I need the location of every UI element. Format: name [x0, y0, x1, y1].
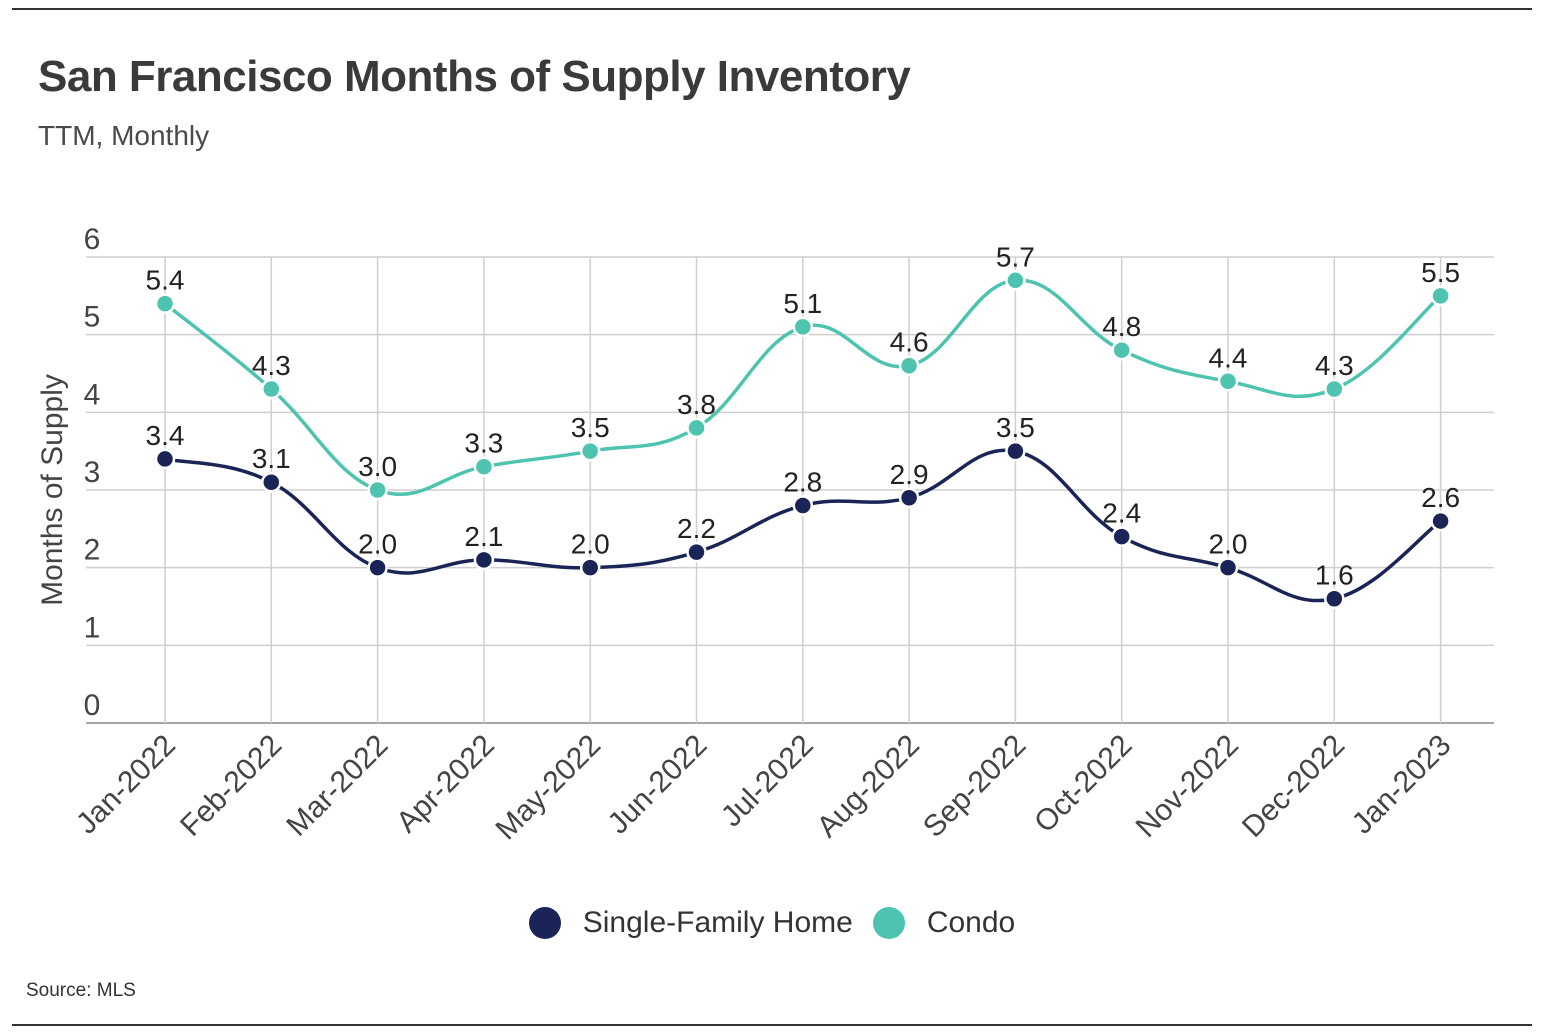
y-tick-label: 1 — [84, 611, 101, 644]
x-tick-label: Feb-2022 — [174, 729, 288, 843]
x-axis-ticks: Jan-2022Feb-2022Mar-2022Apr-2022May-2022… — [70, 729, 1457, 847]
legend-item-condo[interactable]: Condo — [872, 906, 1016, 940]
data-label-condo: 5.4 — [146, 265, 185, 296]
data-point-condo[interactable] — [1111, 339, 1132, 361]
legend-label-single-family: Single-Family Home — [582, 906, 853, 939]
data-label-condo: 4.3 — [1315, 350, 1354, 381]
data-point-condo[interactable] — [1324, 378, 1345, 400]
data-label-condo: 4.8 — [1102, 311, 1141, 342]
x-tick-label: Apr-2022 — [390, 729, 501, 840]
data-point-single-family[interactable] — [1430, 510, 1451, 532]
data-label-condo: 5.7 — [996, 241, 1035, 272]
data-point-condo[interactable] — [261, 378, 282, 400]
data-point-condo[interactable] — [686, 417, 707, 439]
data-point-condo[interactable] — [579, 440, 601, 462]
legend-label-condo: Condo — [926, 906, 1016, 939]
data-label-single-family: 3.1 — [252, 443, 291, 474]
data-point-condo[interactable] — [1430, 285, 1451, 307]
data-label-single-family: 2.0 — [358, 529, 397, 560]
data-point-single-family[interactable] — [1217, 557, 1239, 578]
data-label-single-family: 2.9 — [890, 459, 929, 490]
x-tick-label: Nov-2022 — [1130, 729, 1245, 844]
x-tick-label: Jul-2022 — [715, 729, 820, 834]
top-rule — [12, 8, 1532, 10]
gridlines — [86, 256, 1494, 724]
data-label-single-family: 2.0 — [1209, 529, 1248, 560]
data-label-condo: 4.4 — [1209, 342, 1248, 373]
series-condo: 5.4 4.3 3.0 3.3 3.5 3.8 5.1 4.6 5.7 4.8 4.4 4.3 5.5 — [146, 241, 1460, 501]
data-label-single-family: 2.8 — [783, 467, 822, 498]
x-tick-label: Dec-2022 — [1236, 729, 1351, 844]
data-label-condo: 4.3 — [252, 350, 291, 381]
data-point-single-family[interactable] — [1324, 588, 1345, 609]
data-label-single-family: 2.4 — [1102, 498, 1141, 529]
data-label-single-family: 2.6 — [1421, 482, 1460, 513]
data-label-single-family: 3.5 — [996, 412, 1035, 443]
legend-swatch-condo — [872, 907, 905, 939]
source-note: Source: MLS — [26, 980, 136, 1001]
chart-subtitle: TTM, Monthly — [38, 120, 210, 151]
data-point-single-family[interactable] — [898, 487, 920, 509]
data-point-condo[interactable] — [473, 456, 495, 477]
data-label-condo: 5.5 — [1421, 257, 1460, 288]
data-point-single-family[interactable] — [1005, 440, 1026, 462]
data-point-condo[interactable] — [367, 479, 388, 501]
data-point-single-family[interactable] — [367, 557, 388, 578]
chart-title: San Francisco Months of Supply Inventory — [38, 52, 911, 101]
data-label-condo: 3.0 — [358, 451, 397, 482]
data-label-condo: 3.8 — [677, 389, 716, 420]
y-tick-label: 6 — [84, 223, 101, 256]
data-point-condo[interactable] — [154, 293, 176, 314]
data-point-single-family[interactable] — [792, 495, 814, 516]
x-tick-label: Oct-2022 — [1028, 729, 1139, 840]
legend-swatch-single-family — [528, 907, 561, 939]
x-tick-label: Aug-2022 — [811, 729, 926, 844]
data-point-single-family[interactable] — [261, 471, 282, 493]
x-tick-label: May-2022 — [489, 729, 607, 847]
data-point-single-family[interactable] — [473, 549, 495, 571]
data-point-condo[interactable] — [792, 316, 814, 338]
legend: Single-Family Home Condo — [0, 906, 1544, 940]
y-axis-title: Months of Supply — [36, 374, 69, 606]
data-label-single-family: 2.0 — [571, 529, 610, 560]
x-tick-label: Jun-2022 — [602, 729, 714, 841]
x-tick-label: Sep-2022 — [917, 729, 1032, 844]
y-tick-label: 2 — [84, 534, 101, 567]
y-axis-ticks: 0 1 2 3 4 5 6 — [84, 223, 101, 722]
data-point-single-family[interactable] — [579, 557, 601, 578]
legend-item-single-family[interactable]: Single-Family Home — [528, 906, 853, 940]
y-tick-label: 5 — [84, 301, 101, 334]
y-tick-label: 3 — [84, 456, 101, 489]
data-point-condo[interactable] — [1217, 371, 1239, 392]
y-tick-label: 4 — [84, 378, 101, 411]
data-label-condo: 4.6 — [890, 327, 929, 358]
x-tick-label: Jan-2023 — [1346, 729, 1458, 841]
y-tick-label: 0 — [84, 689, 101, 722]
data-point-single-family[interactable] — [1111, 526, 1132, 547]
bottom-rule — [12, 1024, 1532, 1026]
x-tick-label: Jan-2022 — [70, 729, 182, 841]
data-point-single-family[interactable] — [154, 448, 176, 470]
data-label-single-family: 2.2 — [677, 513, 716, 544]
data-label-condo: 3.3 — [464, 428, 503, 459]
data-label-single-family: 2.1 — [464, 521, 503, 552]
data-point-condo[interactable] — [898, 355, 920, 376]
series-single-family: 3.4 3.1 2.0 2.1 2.0 2.2 2.8 2.9 3.5 2.4 2.0 1.6 2.6 — [146, 412, 1460, 609]
data-label-single-family: 3.4 — [146, 420, 185, 451]
data-label-condo: 3.5 — [571, 412, 610, 443]
x-tick-label: Mar-2022 — [280, 729, 394, 843]
data-point-condo[interactable] — [1005, 270, 1026, 291]
data-point-single-family[interactable] — [686, 541, 707, 563]
data-label-single-family: 1.6 — [1315, 560, 1354, 591]
series-group: 5.4 4.3 3.0 3.3 3.5 3.8 5.1 4.6 5.7 4.8 4.4 4.3 5.5 3… — [146, 241, 1460, 609]
data-label-condo: 5.1 — [783, 288, 822, 319]
